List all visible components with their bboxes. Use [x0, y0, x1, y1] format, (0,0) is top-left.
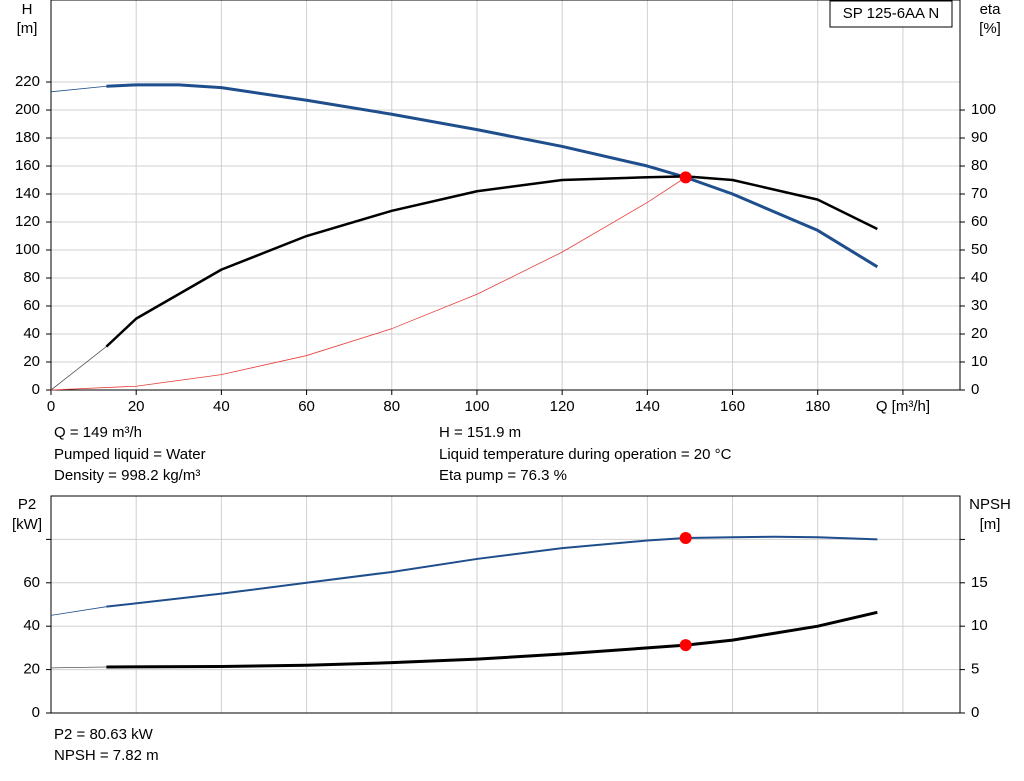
curve: [50, 177, 686, 391]
x-tick-label: 180: [805, 398, 830, 415]
x-tick-label: 0: [47, 398, 55, 415]
y-tick-label: 80: [23, 269, 40, 286]
curve: [106, 535, 878, 608]
y2-tick-label: 30: [971, 297, 988, 314]
x-tick-label: 40: [213, 398, 230, 415]
curve: [50, 666, 107, 669]
y2-tick-label: 50: [971, 241, 988, 258]
model-box: [829, 0, 953, 28]
y2-tick-label: 60: [971, 213, 988, 230]
y2-tick-label: 40: [971, 269, 988, 286]
y-tick-label: 220: [15, 73, 40, 90]
y2-axis-label: eta: [980, 1, 1002, 18]
y-tick-label: 60: [23, 297, 40, 314]
x-tick-label: 140: [635, 398, 660, 415]
y-tick-label: 20: [23, 661, 40, 678]
y2-tick-label: 100: [971, 101, 996, 118]
info-text: Q = 149 m³/h: [54, 424, 142, 441]
y2-tick-label: 80: [971, 157, 988, 174]
operating-point: [679, 171, 692, 184]
y-tick-label: 120: [15, 213, 40, 230]
y2-axis-label: [%]: [979, 20, 1001, 37]
plot-frame: [50, 495, 961, 714]
x-tick-label: 160: [720, 398, 745, 415]
info-text: P2 = 80.63 kW: [54, 726, 154, 743]
y-tick-label: 20: [23, 353, 40, 370]
info-text: Eta pump = 76.3 %: [439, 467, 567, 484]
curve: [50, 85, 107, 93]
x-tick-label: 20: [128, 398, 145, 415]
info-text: H = 151.9 m: [439, 424, 521, 441]
x-tick-label: 120: [550, 398, 575, 415]
y2-tick-label: 90: [971, 129, 988, 146]
info-text: Liquid temperature during operation = 20…: [439, 446, 732, 463]
y-tick-label: 140: [15, 185, 40, 202]
y2-tick-label: 0: [971, 704, 979, 721]
model-label: SP 125-6AA N: [843, 5, 939, 22]
y-tick-label: 0: [32, 381, 40, 398]
y-tick-label: 180: [15, 129, 40, 146]
y-tick-label: 40: [23, 325, 40, 342]
y-tick-label: 60: [23, 574, 40, 591]
y-tick-label: 160: [15, 157, 40, 174]
x-tick-label: Q [m³/h]: [876, 398, 930, 415]
curve: [106, 610, 878, 669]
y-axis-label: [kW]: [12, 516, 42, 533]
x-tick-label: 100: [464, 398, 489, 415]
info-text: Density = 998.2 kg/m³: [54, 467, 200, 484]
y-tick-label: 100: [15, 241, 40, 258]
plot-frame: [50, 0, 961, 391]
y-axis-label: [m]: [17, 20, 38, 37]
y2-axis-label: NPSH: [969, 496, 1011, 513]
y2-tick-label: 10: [971, 617, 988, 634]
info-text: NPSH = 7.82 m: [54, 747, 159, 764]
y-tick-label: 0: [32, 704, 40, 721]
curve: [50, 346, 107, 391]
y-axis-label: P2: [18, 496, 36, 513]
y2-tick-label: 10: [971, 353, 988, 370]
y2-tick-label: 5: [971, 661, 979, 678]
y2-tick-label: 20: [971, 325, 988, 342]
y2-axis-label: [m]: [980, 516, 1001, 533]
y-tick-label: 40: [23, 617, 40, 634]
curve: [105, 175, 878, 348]
operating-point: [679, 639, 692, 652]
operating-point: [679, 532, 692, 545]
x-tick-label: 60: [298, 398, 315, 415]
y2-tick-label: 15: [971, 574, 988, 591]
y-axis-label: H: [22, 1, 33, 18]
curve: [106, 83, 879, 269]
curve: [50, 606, 107, 616]
x-tick-label: 80: [383, 398, 400, 415]
y2-tick-label: 0: [971, 381, 979, 398]
y-tick-label: 200: [15, 101, 40, 118]
y2-tick-label: 70: [971, 185, 988, 202]
info-text: Pumped liquid = Water: [54, 446, 206, 463]
